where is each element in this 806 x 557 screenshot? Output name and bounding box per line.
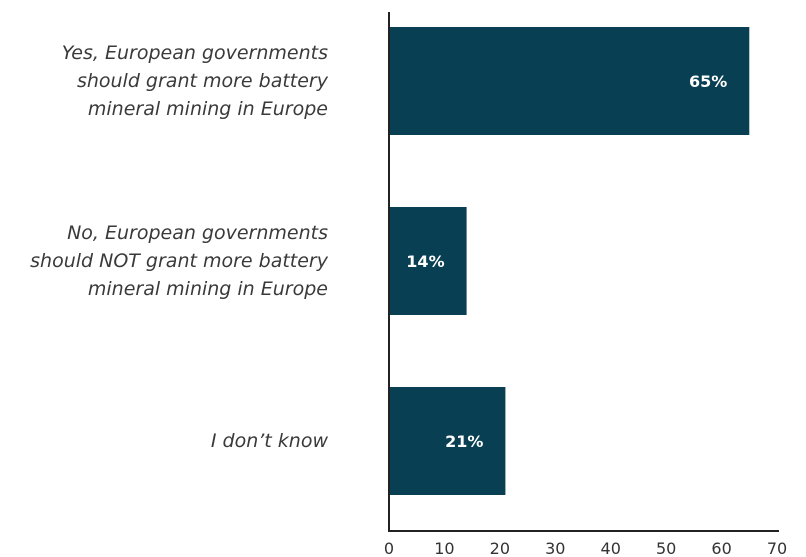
axes (388, 12, 779, 532)
x-tick-label-0: 0 (384, 539, 394, 557)
x-tick-label-1: 10 (434, 539, 454, 557)
x-tick-label-2: 20 (490, 539, 510, 557)
x-tick-label-3: 30 (545, 539, 565, 557)
x-tick-label-5: 50 (656, 539, 676, 557)
bar-2 (389, 387, 506, 495)
category-label-1-line-1: should NOT grant more battery (30, 250, 329, 272)
category-label-0-line-1: should grant more battery (77, 70, 329, 92)
bars-layer: 65% 14% 21% (389, 27, 750, 495)
x-tick-label-6: 60 (711, 539, 731, 557)
category-label-1-line-0: No, European governments (67, 222, 328, 244)
bar-value-label-2: 21% (445, 432, 483, 451)
category-label-1-line-2: mineral mining in Europe (88, 278, 328, 300)
bar-0 (389, 27, 750, 135)
category-label-0-line-0: Yes, European governments (62, 42, 328, 64)
category-label-1: No, European governments should NOT grant… (30, 222, 329, 300)
x-axis-ticks: 0 10 20 30 40 50 60 70 (384, 539, 787, 557)
category-label-2: I don’t know (211, 430, 329, 452)
bar-1 (389, 207, 467, 315)
category-label-2-line-0: I don’t know (211, 430, 329, 452)
bar-value-label-1: 14% (406, 252, 444, 271)
bar-value-label-0: 65% (689, 72, 727, 91)
x-tick-label-4: 40 (601, 539, 621, 557)
category-label-0: Yes, European governments should grant mo… (62, 42, 329, 120)
x-tick-label-7: 70 (767, 539, 787, 557)
category-labels: Yes, European governments should grant mo… (30, 42, 329, 452)
category-label-0-line-2: mineral mining in Europe (88, 98, 328, 120)
